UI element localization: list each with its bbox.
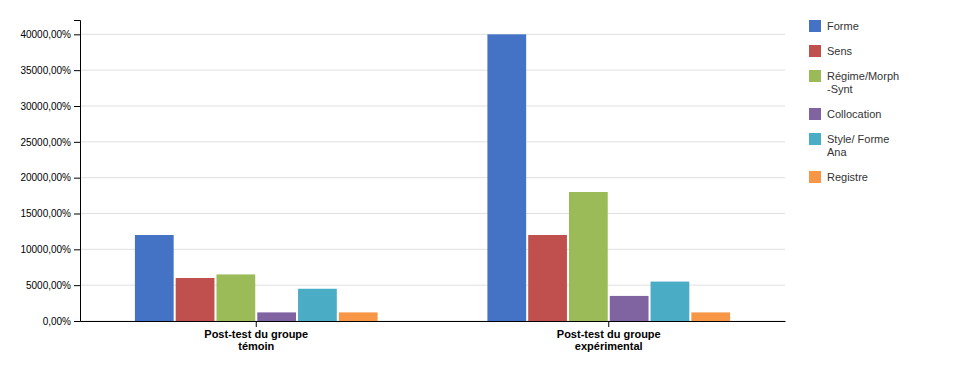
legend-item: Forme: [809, 20, 859, 32]
legend-label-line: Forme: [827, 20, 859, 32]
bar: [339, 312, 378, 321]
y-tick: 0,00%: [43, 316, 80, 327]
y-tick-mark: [74, 70, 80, 71]
bar: [216, 274, 255, 321]
y-tick-mark: [74, 214, 80, 215]
bar: [651, 282, 690, 321]
y-tick: 30000,00%: [20, 101, 80, 112]
x-tick-label: Post-test du groupetémoin: [204, 328, 308, 353]
legend-label: Sens: [827, 45, 853, 57]
bar: [569, 192, 608, 321]
x-tick-label-line: expérimental: [575, 340, 643, 352]
grid: [80, 34, 785, 321]
legend: Forme Sens Régime/Morph-Synt Collocation Sty…: [809, 20, 899, 183]
y-tick-label: 10000,00%: [20, 244, 71, 255]
legend-item: Registre: [809, 171, 868, 183]
grid-line: [80, 34, 785, 35]
x-tick: Post-test du groupeexpérimental: [557, 321, 661, 352]
legend-swatch: [809, 133, 821, 145]
bars: [135, 34, 730, 321]
y-tick-mark: [74, 321, 80, 322]
legend-label: Forme: [827, 20, 859, 32]
y-tick-label: 20000,00%: [20, 172, 71, 183]
legend-swatch: [809, 108, 821, 120]
x-tick: Post-test du groupetémoin: [204, 321, 308, 352]
y-tick-label: 5000,00%: [26, 280, 71, 291]
bar: [135, 235, 174, 321]
y-tick-mark: [74, 34, 80, 35]
y-tick: 15000,00%: [20, 208, 80, 219]
legend-swatch: [809, 45, 821, 57]
legend-item: Collocation: [809, 108, 881, 120]
legend-label: Style/ FormeAna: [827, 133, 889, 158]
x-tick-mark: [608, 321, 609, 327]
y-tick-label: 35000,00%: [20, 65, 71, 76]
grid-line: [80, 141, 785, 142]
y-tick-mark: [74, 249, 80, 250]
x-axis-line: [81, 321, 786, 322]
x-axis: Post-test du groupetémoinPost-test du gr…: [81, 321, 786, 352]
bar: [691, 312, 730, 321]
legend-label-line: Collocation: [827, 108, 881, 120]
x-tick-label-line: Post-test du groupe: [204, 328, 308, 340]
bar: [528, 235, 567, 321]
legend-label-line: Style/ Forme: [827, 133, 889, 145]
legend-label-line: Sens: [827, 45, 853, 57]
y-tick-mark: [74, 106, 80, 107]
legend-label: Régime/Morph-Synt: [827, 70, 899, 95]
legend-label: Registre: [827, 171, 868, 183]
legend-label-line: Ana: [827, 146, 847, 158]
legend-swatch: [809, 171, 821, 183]
x-tick-label-line: témoin: [238, 340, 274, 352]
x-tick-label: Post-test du groupeexpérimental: [557, 328, 661, 353]
y-tick-label: 15000,00%: [20, 208, 71, 219]
bar: [298, 289, 337, 321]
y-tick-label: 40000,00%: [20, 29, 71, 40]
chart: 0,00% 5000,00% 10000,00% 15000,00% 20000,00%…: [0, 0, 975, 373]
grid-line: [80, 249, 785, 250]
legend-label-line: -Synt: [827, 83, 853, 95]
y-tick-mark: [74, 285, 80, 286]
y-axis-line: [74, 21, 81, 322]
grid-line: [80, 213, 785, 214]
legend-item: Style/ FormeAna: [809, 133, 889, 158]
y-tick-label: 0,00%: [43, 316, 71, 327]
y-tick: 40000,00%: [20, 29, 80, 40]
grid-line: [80, 177, 785, 178]
legend-label-line: Régime/Morph: [827, 70, 899, 82]
y-tick-label: 25000,00%: [20, 137, 71, 148]
y-tick: 10000,00%: [20, 244, 80, 255]
bar: [176, 278, 215, 321]
y-tick: 25000,00%: [20, 137, 80, 148]
legend-label: Collocation: [827, 108, 881, 120]
bar: [610, 296, 649, 321]
y-tick: 35000,00%: [20, 65, 80, 76]
x-tick-label-line: Post-test du groupe: [557, 328, 661, 340]
y-axis: 0,00% 5000,00% 10000,00% 15000,00% 20000,00%…: [20, 21, 80, 327]
bar: [257, 312, 296, 321]
legend-swatch: [809, 20, 821, 32]
plot: 0,00% 5000,00% 10000,00% 15000,00% 20000,00%…: [20, 21, 785, 353]
y-tick: 20000,00%: [20, 172, 80, 183]
y-tick-mark: [74, 178, 80, 179]
legend-swatch: [809, 70, 821, 82]
y-tick: 5000,00%: [26, 280, 80, 291]
y-tick-mark: [74, 142, 80, 143]
legend-label-line: Registre: [827, 171, 868, 183]
y-tick-label: 30000,00%: [20, 101, 71, 112]
grid-line: [80, 106, 785, 107]
x-tick-mark: [256, 321, 257, 327]
legend-item: Régime/Morph-Synt: [809, 70, 899, 95]
legend-item: Sens: [809, 45, 853, 57]
bar: [487, 34, 526, 321]
grid-line: [80, 70, 785, 71]
